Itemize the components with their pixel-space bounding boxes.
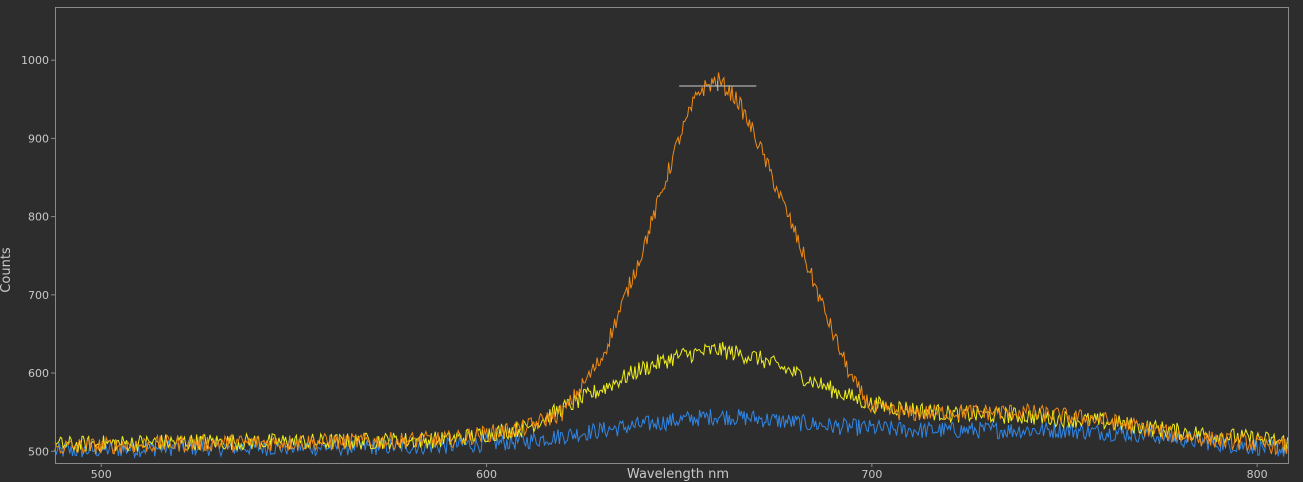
series-layer bbox=[54, 72, 1289, 459]
x-tick-label: 700 bbox=[861, 468, 882, 481]
series-line-0 bbox=[54, 72, 1289, 456]
y-axis-ticks: 500 600 700 800 900 1000 bbox=[21, 54, 55, 458]
y-tick-label: 600 bbox=[28, 367, 49, 380]
y-tick-label: 900 bbox=[28, 132, 49, 145]
x-tick-label: 500 bbox=[91, 468, 112, 481]
x-axis-ticks: 500 600 700 800 bbox=[91, 463, 1268, 481]
plot-frame bbox=[55, 7, 1289, 464]
x-tick-label: 800 bbox=[1247, 468, 1268, 481]
x-axis-title: Wavelength nm bbox=[627, 467, 729, 482]
marker-layer bbox=[679, 80, 757, 91]
y-axis-title: Counts bbox=[0, 247, 14, 293]
y-tick-label: 500 bbox=[28, 445, 49, 458]
y-tick-label: 700 bbox=[28, 289, 49, 302]
y-tick-label: 800 bbox=[28, 211, 49, 224]
x-tick-label: 600 bbox=[476, 468, 497, 481]
y-tick-label: 1000 bbox=[21, 54, 49, 67]
